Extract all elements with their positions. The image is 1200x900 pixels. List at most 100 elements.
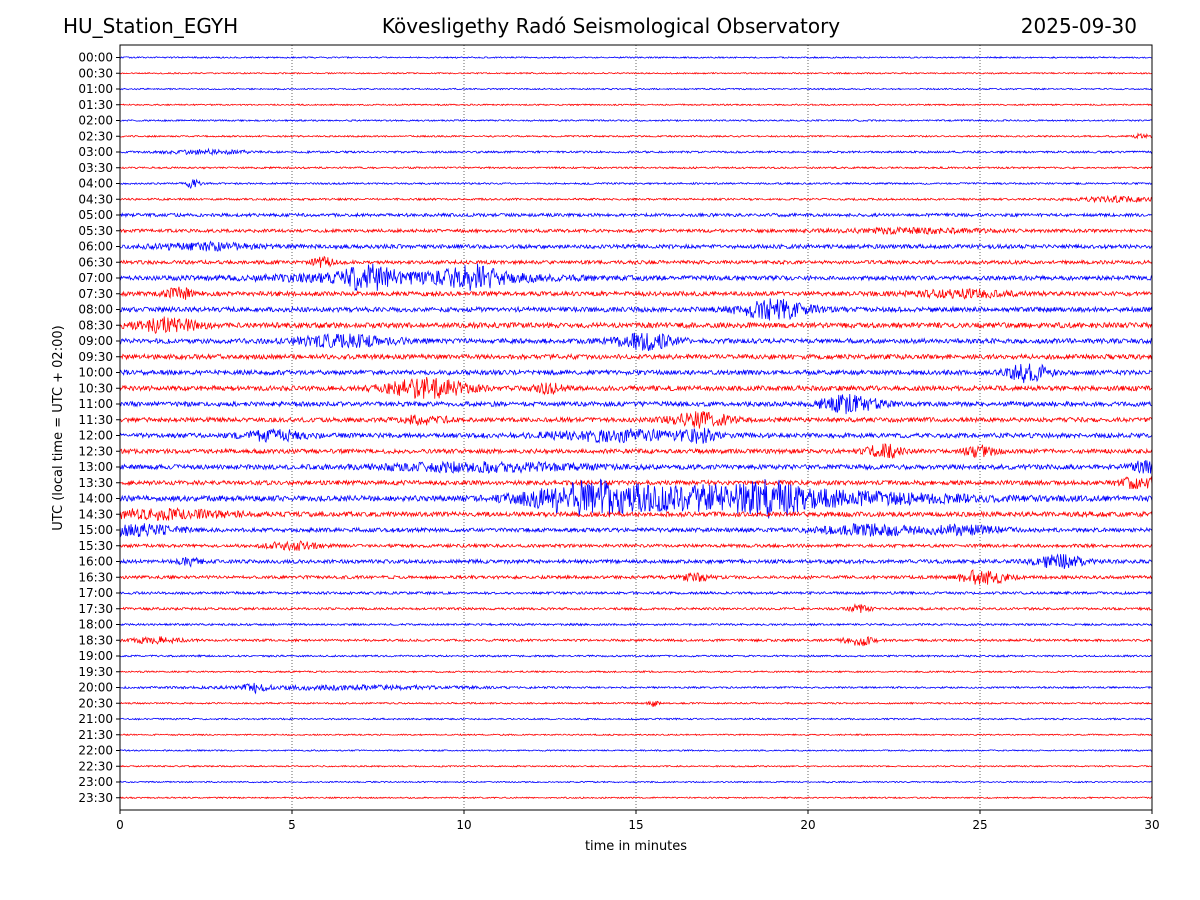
trace-0300 <box>119 147 1153 157</box>
trace-0330 <box>119 165 1153 170</box>
y-tick-label: 03:00 <box>78 145 113 159</box>
trace-0130 <box>119 103 1153 107</box>
x-tick-label: 20 <box>800 818 815 832</box>
trace-2230 <box>119 764 1153 768</box>
x-tick-label: 10 <box>456 818 471 832</box>
trace-0200 <box>119 118 1153 123</box>
y-tick-label: 00:30 <box>78 66 113 80</box>
y-tick-label: 04:30 <box>78 192 113 206</box>
trace-1130 <box>119 411 1153 429</box>
y-tick-label: 05:30 <box>78 224 113 238</box>
trace-2100 <box>119 717 1153 721</box>
y-tick-label: 20:30 <box>78 696 113 710</box>
y-tick-label: 08:00 <box>78 303 113 317</box>
chart-title: Kövesligethy Radó Seismological Observat… <box>381 14 841 38</box>
y-tick-label: 10:00 <box>78 366 113 380</box>
trace-0530 <box>119 226 1153 236</box>
y-tick-label: 00:00 <box>78 51 113 65</box>
trace-0930 <box>119 352 1153 361</box>
y-tick-label: 12:00 <box>78 429 113 443</box>
y-tick-label: 04:00 <box>78 177 113 191</box>
y-tick-label: 14:30 <box>78 507 113 521</box>
trace-1400 <box>119 478 1153 519</box>
y-tick-label: 01:00 <box>78 82 113 96</box>
x-tick-label: 30 <box>1144 818 1159 832</box>
trace-1430 <box>119 506 1153 522</box>
trace-0800 <box>119 298 1153 321</box>
y-tick-label: 19:30 <box>78 665 113 679</box>
y-tick-label: 02:00 <box>78 114 113 128</box>
trace-0400 <box>119 178 1153 190</box>
trace-2000 <box>119 682 1153 695</box>
trace-1700 <box>119 590 1153 596</box>
trace-1500 <box>119 523 1153 538</box>
trace-2030 <box>119 700 1153 708</box>
y-tick-label: 18:00 <box>78 618 113 632</box>
y-tick-label: 14:00 <box>78 492 113 506</box>
x-tick-label: 5 <box>288 818 296 832</box>
y-tick-label: 16:30 <box>78 570 113 584</box>
trace-1900 <box>119 654 1153 658</box>
y-tick-label: 11:30 <box>78 413 113 427</box>
y-tick-label: 13:00 <box>78 460 113 474</box>
y-tick-label: 19:00 <box>78 649 113 663</box>
trace-1300 <box>119 459 1153 474</box>
trace-0630 <box>119 255 1153 268</box>
trace-1830 <box>119 635 1153 647</box>
y-tick-label: 10:30 <box>78 381 113 395</box>
trace-1730 <box>119 603 1153 613</box>
x-axis-ticks: 0 5 10 15 20 25 30 <box>116 810 1160 832</box>
trace-0000 <box>119 55 1153 59</box>
trace-1230 <box>119 443 1153 460</box>
y-tick-label: 16:00 <box>78 555 113 569</box>
y-tick-label: 01:30 <box>78 98 113 112</box>
y-tick-label: 17:30 <box>78 602 113 616</box>
y-tick-label: 13:30 <box>78 476 113 490</box>
trace-1030 <box>119 377 1153 399</box>
trace-1200 <box>119 427 1153 444</box>
trace-0430 <box>119 194 1153 204</box>
y-tick-label: 09:30 <box>78 350 113 364</box>
y-tick-label: 15:00 <box>78 523 113 537</box>
trace-1630 <box>119 569 1153 585</box>
trace-0900 <box>119 332 1153 352</box>
trace-1000 <box>119 363 1153 384</box>
x-tick-label: 15 <box>628 818 643 832</box>
y-tick-label: 07:00 <box>78 271 113 285</box>
trace-0100 <box>119 87 1153 91</box>
y-tick-label: 11:00 <box>78 397 113 411</box>
trace-2130 <box>119 733 1153 737</box>
y-tick-label: 20:00 <box>78 681 113 695</box>
trace-0830 <box>119 316 1153 334</box>
trace-0600 <box>119 240 1153 252</box>
y-tick-label: 12:30 <box>78 444 113 458</box>
trace-2200 <box>119 749 1153 753</box>
y-tick-label: 07:30 <box>78 287 113 301</box>
y-axis-label: UTC (local time = UTC + 02:00) <box>51 325 66 530</box>
y-tick-label: 18:30 <box>78 633 113 647</box>
y-tick-label: 23:00 <box>78 775 113 789</box>
y-tick-label: 17:00 <box>78 586 113 600</box>
x-tick-label: 25 <box>972 818 987 832</box>
y-tick-label: 02:30 <box>78 129 113 143</box>
y-tick-label: 22:30 <box>78 759 113 773</box>
trace-1530 <box>119 540 1153 552</box>
trace-2330 <box>119 796 1153 800</box>
y-tick-label: 05:00 <box>78 208 113 222</box>
trace-1100 <box>119 394 1153 415</box>
trace-1600 <box>119 553 1153 570</box>
trace-2300 <box>119 780 1153 784</box>
y-tick-label: 09:00 <box>78 334 113 348</box>
trace-1330 <box>119 475 1153 490</box>
x-tick-label: 0 <box>116 818 124 832</box>
y-tick-label: 03:30 <box>78 161 113 175</box>
trace-0230 <box>119 132 1153 140</box>
trace-0500 <box>119 211 1153 219</box>
x-axis-label: time in minutes <box>585 839 687 854</box>
y-tick-label: 08:30 <box>78 318 113 332</box>
y-tick-label: 06:30 <box>78 255 113 269</box>
trace-0730 <box>119 286 1153 300</box>
date-label: 2025-09-30 <box>1020 14 1137 38</box>
